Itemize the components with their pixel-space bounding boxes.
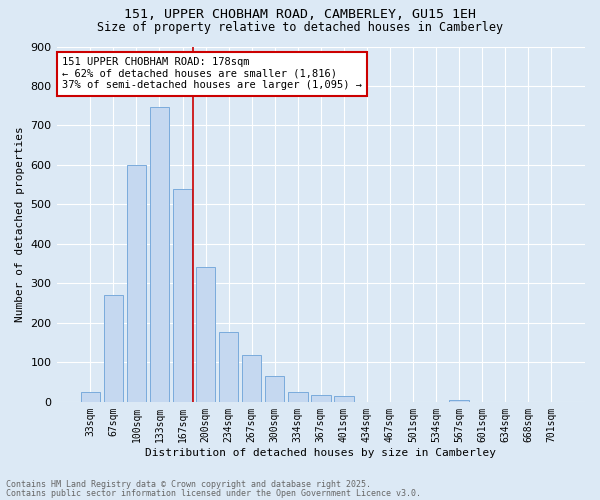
Bar — [149, 106, 169, 402]
Text: Size of property relative to detached houses in Camberley: Size of property relative to detached ho… — [97, 21, 503, 34]
Bar — [173, 190, 193, 402]
Text: 151, UPPER CHOBHAM ROAD, CAMBERLEY, GU15 1EH: 151, UPPER CHOBHAM ROAD, CAMBERLEY, GU15… — [124, 8, 476, 20]
Bar — [311, 394, 331, 402]
Bar — [104, 295, 123, 402]
Bar — [219, 332, 238, 402]
Bar — [196, 267, 215, 402]
Bar — [265, 376, 284, 402]
Bar — [242, 355, 262, 402]
Bar — [127, 165, 146, 402]
Bar — [334, 396, 353, 402]
Text: Contains HM Land Registry data © Crown copyright and database right 2025.: Contains HM Land Registry data © Crown c… — [6, 480, 371, 489]
Bar — [288, 392, 308, 402]
Bar — [80, 392, 100, 402]
Bar — [449, 400, 469, 402]
Text: 151 UPPER CHOBHAM ROAD: 178sqm
← 62% of detached houses are smaller (1,816)
37% : 151 UPPER CHOBHAM ROAD: 178sqm ← 62% of … — [62, 57, 362, 90]
Text: Contains public sector information licensed under the Open Government Licence v3: Contains public sector information licen… — [6, 488, 421, 498]
X-axis label: Distribution of detached houses by size in Camberley: Distribution of detached houses by size … — [145, 448, 496, 458]
Y-axis label: Number of detached properties: Number of detached properties — [15, 126, 25, 322]
